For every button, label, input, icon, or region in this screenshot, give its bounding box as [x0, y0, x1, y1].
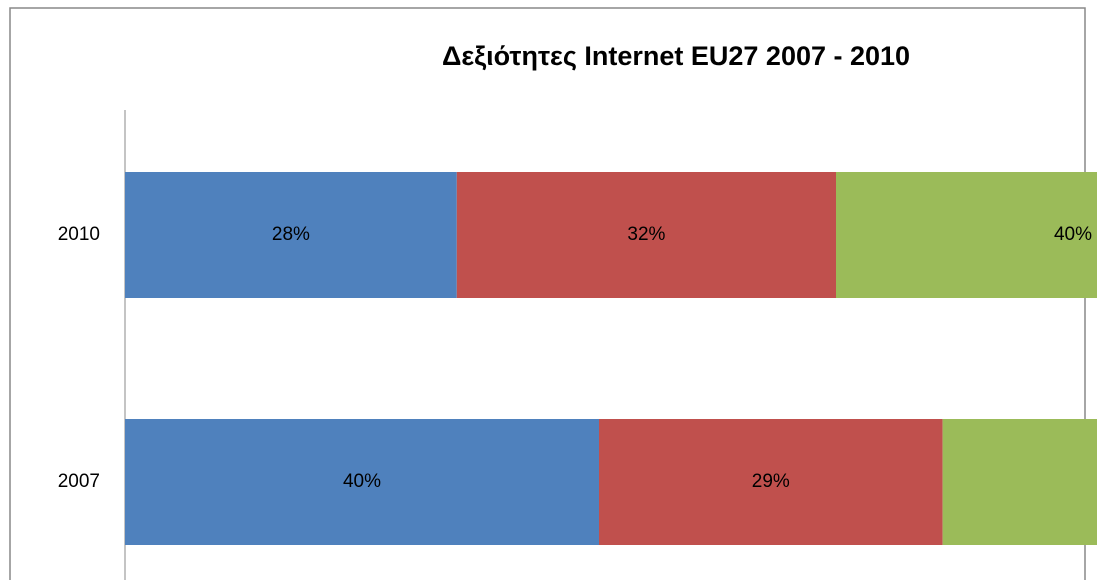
- data-label: 29%: [752, 471, 790, 492]
- data-label: 28%: [272, 224, 310, 245]
- y-tick-label: 2007: [58, 471, 100, 492]
- data-label: 40%: [343, 471, 381, 492]
- chart-title: Δεξιότητες Internet EU27 2007 - 2010: [442, 41, 910, 71]
- bar-segment: [125, 172, 457, 298]
- bar-segment: [125, 419, 599, 545]
- bar-segment: [942, 419, 1097, 545]
- data-label: 32%: [627, 224, 665, 245]
- y-tick-label: 2010: [58, 224, 100, 245]
- bar-segment: [456, 172, 836, 298]
- data-label: 40%: [1054, 224, 1092, 245]
- bar-segment: [836, 172, 1097, 298]
- bar-segment: [599, 419, 943, 545]
